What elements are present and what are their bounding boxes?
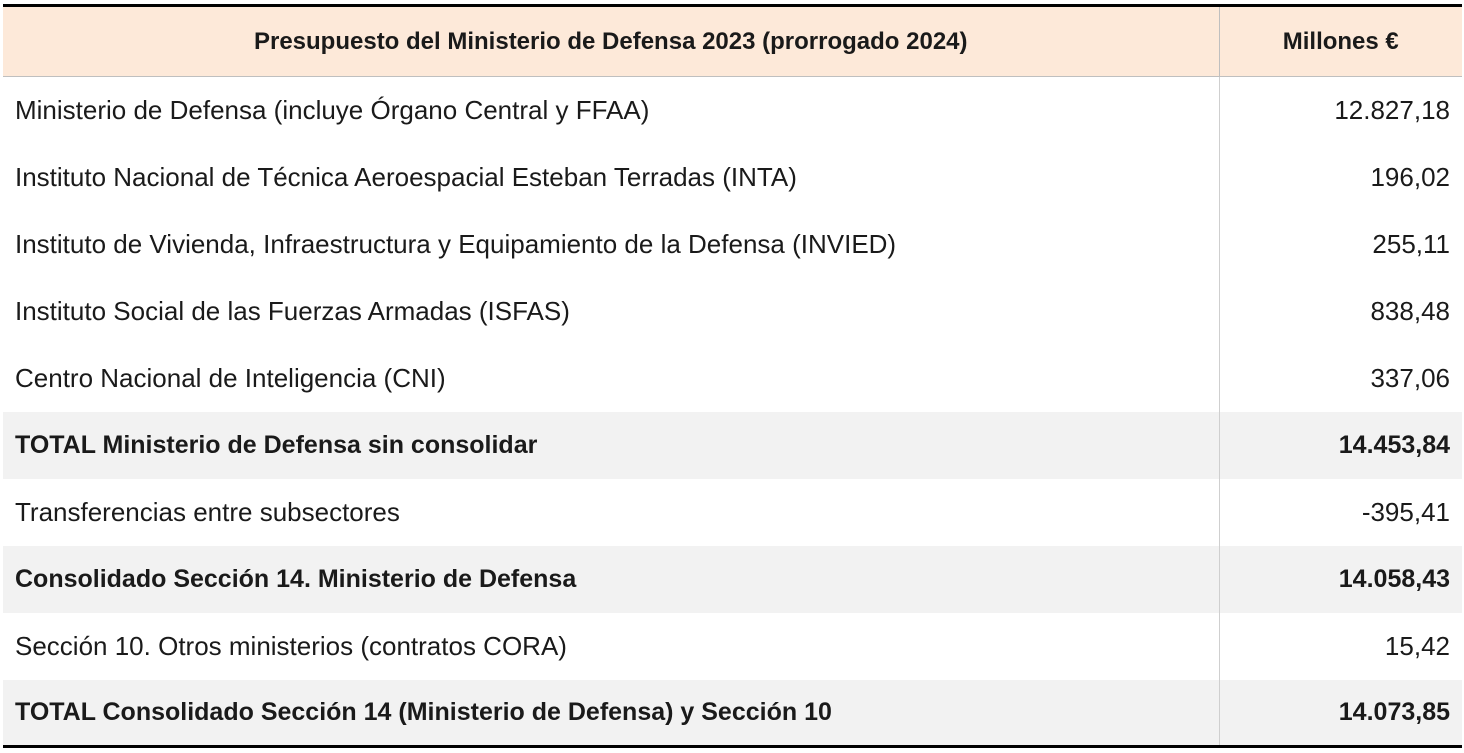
row-value: 255,11 bbox=[1372, 228, 1450, 259]
table-row: Centro Nacional de Inteligencia (CNI) 33… bbox=[3, 344, 1462, 412]
row-label: Centro Nacional de Inteligencia (CNI) bbox=[3, 344, 1220, 412]
row-value: -395,41 bbox=[1361, 496, 1450, 527]
total-row-value: 14.453,84 bbox=[1338, 430, 1450, 459]
row-value: 838,48 bbox=[1370, 295, 1450, 326]
total-row: Consolidado Sección 14. Ministerio de De… bbox=[3, 545, 1462, 613]
table-row: Ministerio de Defensa (incluye Órgano Ce… bbox=[3, 76, 1462, 144]
table-row: Transferencias entre subsectores -395,41 bbox=[3, 478, 1462, 546]
row-label: Instituto Social de las Fuerzas Armadas … bbox=[3, 277, 1220, 345]
budget-table: Presupuesto del Ministerio de Defensa 20… bbox=[3, 4, 1462, 748]
grand-total-label: TOTAL Consolidado Sección 14 (Ministerio… bbox=[3, 679, 1220, 748]
total-row: TOTAL Ministerio de Defensa sin consolid… bbox=[3, 411, 1462, 479]
table-row: Instituto de Vivienda, Infraestructura y… bbox=[3, 210, 1462, 278]
row-value: 12.827,18 bbox=[1334, 94, 1450, 125]
row-value: 337,06 bbox=[1370, 362, 1450, 393]
total-row-value: 14.058,43 bbox=[1338, 564, 1450, 593]
total-row-label: Consolidado Sección 14. Ministerio de De… bbox=[3, 545, 1220, 613]
table-row: Sección 10. Otros ministerios (contratos… bbox=[3, 612, 1462, 680]
row-value: 196,02 bbox=[1370, 161, 1450, 192]
table-header-row: Presupuesto del Ministerio de Defensa 20… bbox=[3, 4, 1462, 77]
row-label: Instituto Nacional de Técnica Aeroespaci… bbox=[3, 143, 1220, 211]
budget-table-container: Presupuesto del Ministerio de Defensa 20… bbox=[3, 4, 1462, 748]
table-row: Instituto Nacional de Técnica Aeroespaci… bbox=[3, 143, 1462, 211]
row-label: Sección 10. Otros ministerios (contratos… bbox=[3, 612, 1220, 680]
row-value: 15,42 bbox=[1384, 630, 1450, 661]
grand-total-value: 14.073,85 bbox=[1219, 679, 1462, 748]
table-row: Instituto Social de las Fuerzas Armadas … bbox=[3, 277, 1462, 345]
row-label: Ministerio de Defensa (incluye Órgano Ce… bbox=[3, 76, 1220, 144]
row-label: Transferencias entre subsectores bbox=[3, 478, 1220, 546]
row-label: Instituto de Vivienda, Infraestructura y… bbox=[3, 210, 1220, 278]
column-header-amount: Millones € bbox=[1219, 4, 1462, 77]
column-header-concept: Presupuesto del Ministerio de Defensa 20… bbox=[3, 4, 1220, 77]
grand-total-row: TOTAL Consolidado Sección 14 (Ministerio… bbox=[3, 679, 1462, 748]
total-row-label: TOTAL Ministerio de Defensa sin consolid… bbox=[3, 411, 1220, 479]
